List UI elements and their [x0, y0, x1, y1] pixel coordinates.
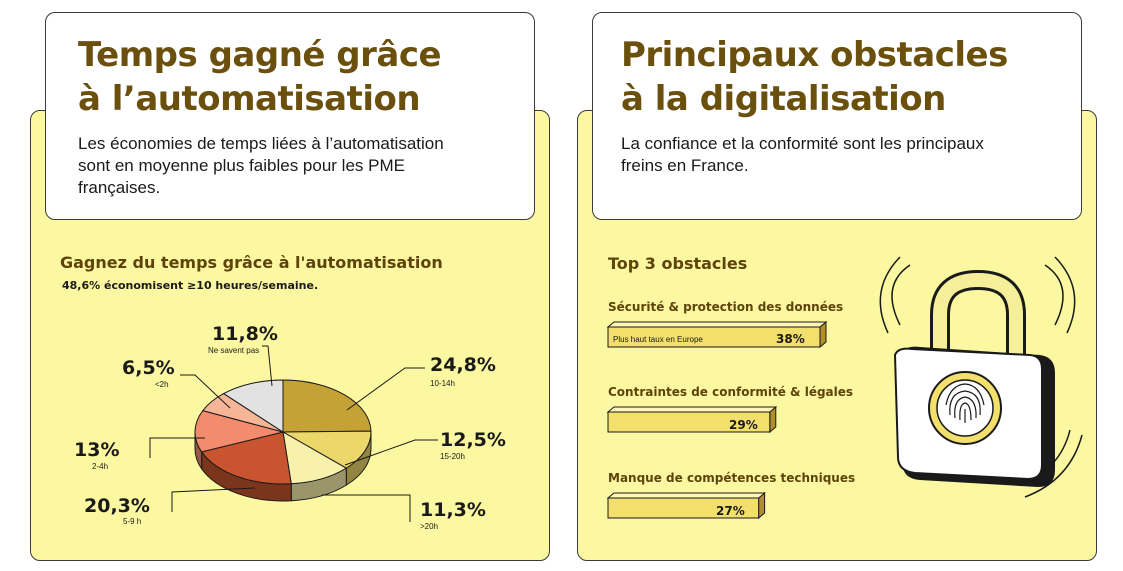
right-desc-line1: La confiance et la conformité sont les p…: [621, 134, 984, 153]
right-header-card: Principaux obstacles à la digitalisation…: [592, 12, 1082, 220]
pie-label-5-9h-category: 5-9 h: [123, 517, 142, 526]
pie-label-unknown-value: 11,8%: [212, 323, 278, 345]
padlock-icon: [879, 256, 1083, 498]
obstacle-3-label: Manque de compétences techniques: [608, 471, 856, 485]
pie-subtitle: 48,6% économisent ≥10 heures/semaine.: [62, 279, 319, 292]
pie-label-20h-value: 11,3%: [420, 499, 486, 521]
obstacle-bar-3: [607, 497, 760, 519]
pie-slice-3: [200, 431, 292, 485]
pie-label-10-14h-category: 10-14h: [430, 379, 455, 388]
pie-leader-3: [171, 487, 256, 512]
left-desc-line3: françaises.: [78, 178, 161, 197]
pie-label-2-4h-category: 2-4h: [92, 462, 109, 471]
pie-leader-5: [180, 374, 231, 409]
left-header-card: Temps gagné grâce à l’automatisation Les…: [45, 12, 535, 220]
obstacle-2-label: Contraintes de conformité & légales: [608, 385, 854, 399]
pie-label-lt2h-category: <2h: [155, 380, 169, 389]
obstacles-title: Top 3 obstacles: [608, 254, 748, 273]
pie-slice-4: [194, 410, 284, 453]
left-desc-line1: Les économies de temps liées à l’automat…: [78, 134, 444, 153]
obstacle-1-note: Plus haut taux en Europe: [613, 335, 703, 344]
pie-leader-4: [149, 437, 205, 458]
pie-title: Gagnez du temps grâce à l'automatisation: [60, 253, 443, 272]
obstacle-bar-1: [607, 326, 821, 348]
right-title-line2: à la digitalisation: [621, 79, 946, 119]
obstacle-bar-top-3: [606, 492, 767, 499]
pie-label-15-20h-value: 12,5%: [440, 429, 506, 451]
pie-label-15-20h-category: 15-20h: [440, 452, 465, 461]
left-title-line1: Temps gagné grâce: [78, 35, 442, 75]
pie-slice-0: [282, 379, 372, 433]
pie-label-5-9h-value: 20,3%: [84, 495, 150, 517]
pie-leader-1: [344, 439, 438, 466]
pie-leader-2: [322, 494, 411, 522]
obstacle-2-value: 29%: [729, 418, 758, 432]
obstacle-1-label: Sécurité & protection des données: [608, 300, 844, 314]
right-title-line1: Principaux obstacles: [621, 35, 1008, 75]
obstacle-1-value: 38%: [776, 332, 805, 346]
pie-leader-0: [346, 367, 425, 411]
pie-slice-6: [222, 379, 284, 433]
pie-label-2-4h-value: 13%: [74, 439, 120, 461]
pie-leader-6: [262, 345, 273, 387]
left-desc-line2: sont en moyenne plus faibles pour les PM…: [78, 156, 405, 175]
pie-label-unknown-category: Ne savent pas: [208, 346, 260, 355]
obstacle-bar-top-2: [606, 406, 778, 413]
pie-slice-1: [281, 430, 372, 469]
obstacle-bar-2: [607, 411, 771, 433]
pie-label-lt2h-value: 6,5%: [122, 357, 175, 379]
right-desc-line2: freins en France.: [621, 156, 749, 175]
obstacle-3-value: 27%: [716, 504, 745, 518]
pie-label-10-14h-value: 24,8%: [430, 354, 496, 376]
obstacle-bar-top-1: [606, 321, 828, 328]
left-title-line2: à l’automatisation: [78, 79, 421, 119]
pie-label-20h-category: >20h: [420, 522, 439, 531]
